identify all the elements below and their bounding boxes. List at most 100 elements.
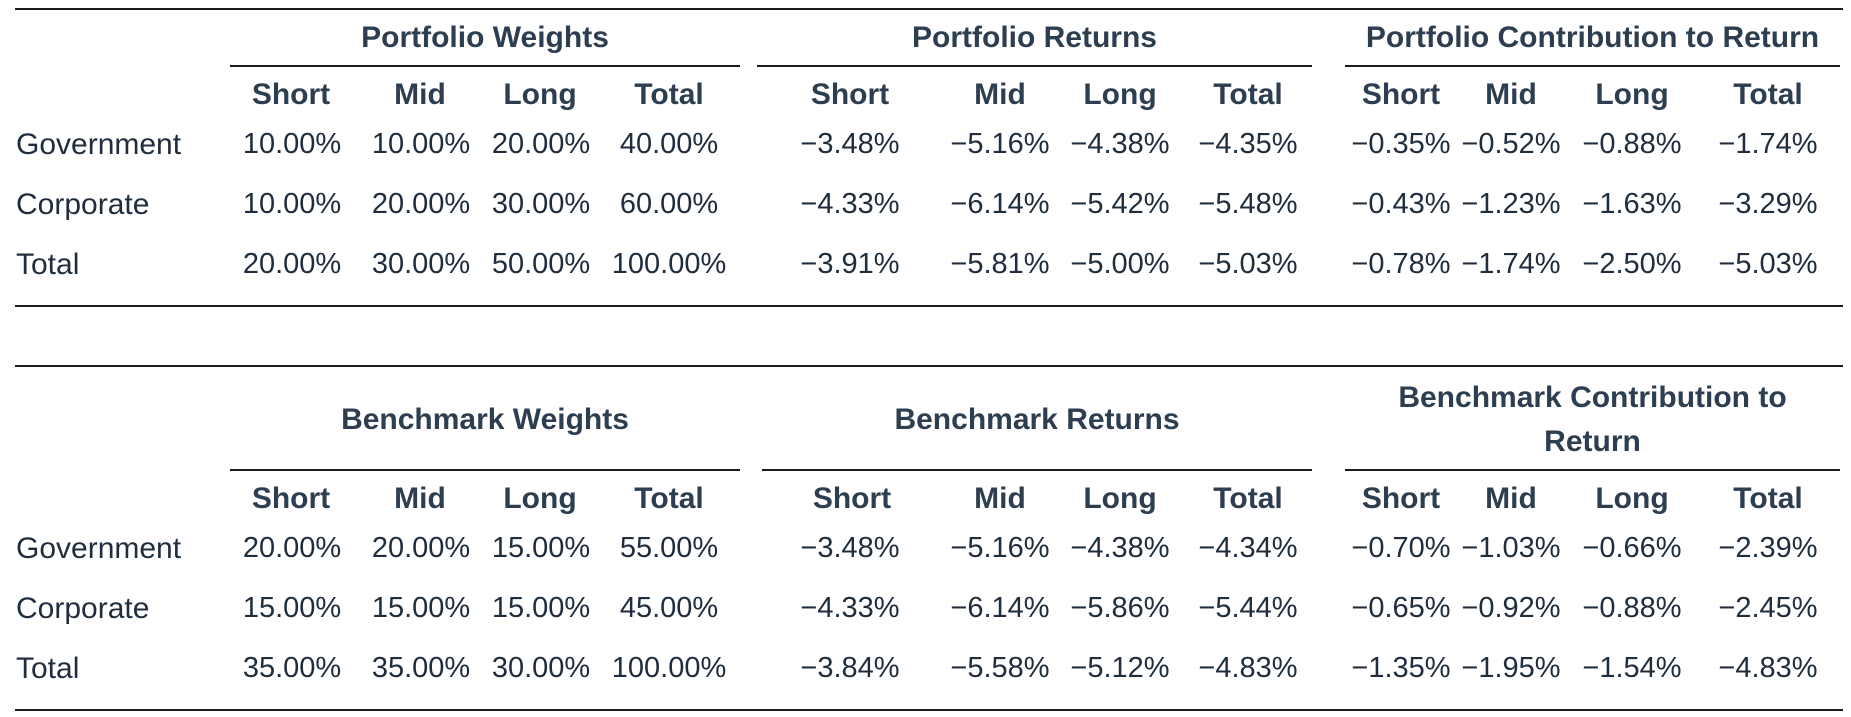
bottom-rule — [15, 305, 1843, 307]
table-cell: −1.03% — [1461, 532, 1561, 564]
table-cell: −5.44% — [1198, 592, 1298, 624]
top-rule — [15, 365, 1843, 367]
col-header-short: Short — [1361, 78, 1441, 111]
col-header-long: Long — [503, 78, 577, 111]
group-underline — [757, 65, 1312, 67]
table-cell: −5.03% — [1198, 248, 1298, 280]
table-cell: −2.50% — [1582, 248, 1682, 280]
col-header-mid: Mid — [1485, 482, 1537, 515]
table-cell: −4.38% — [1070, 128, 1170, 160]
table-cell: −5.81% — [950, 248, 1050, 280]
table-cell: −0.70% — [1351, 532, 1451, 564]
table-cell: −5.03% — [1718, 248, 1818, 280]
table-cell: −4.33% — [800, 188, 900, 220]
group-header-benchmark-weights: Benchmark Weights — [341, 403, 629, 436]
table-cell: 15.00% — [242, 592, 342, 624]
group-header-portfolio-contribution: Portfolio Contribution to Return — [1365, 21, 1820, 54]
table-cell: −0.88% — [1582, 128, 1682, 160]
table-cell: −6.14% — [950, 188, 1050, 220]
col-header-short: Short — [251, 482, 331, 515]
table-cell: −5.42% — [1070, 188, 1170, 220]
bottom-rule — [15, 709, 1843, 711]
table-cell: 50.00% — [491, 248, 591, 280]
table-cell: −1.35% — [1351, 652, 1451, 684]
table-cell: 40.00% — [619, 128, 719, 160]
table-cell: 15.00% — [491, 592, 591, 624]
table-cell: 100.00% — [611, 248, 727, 280]
col-header-total: Total — [634, 482, 704, 515]
row-label-total: Total — [16, 248, 80, 281]
table-cell: −4.83% — [1718, 652, 1818, 684]
col-header-long: Long — [1595, 78, 1669, 111]
col-header-mid: Mid — [974, 78, 1026, 111]
table-cell: 60.00% — [619, 188, 719, 220]
table-cell: −1.23% — [1461, 188, 1561, 220]
table-cell: −5.16% — [950, 128, 1050, 160]
table-cell: −4.83% — [1198, 652, 1298, 684]
table-cell: −0.35% — [1351, 128, 1451, 160]
col-header-long: Long — [503, 482, 577, 515]
col-header-long: Long — [1083, 78, 1157, 111]
col-header-short: Short — [810, 78, 890, 111]
table-cell: −0.43% — [1351, 188, 1451, 220]
col-header-mid: Mid — [1485, 78, 1537, 111]
col-header-mid: Mid — [394, 78, 446, 111]
table-cell: 35.00% — [242, 652, 342, 684]
col-header-short: Short — [812, 482, 892, 515]
group-underline — [1345, 469, 1840, 471]
table-cell: −6.14% — [950, 592, 1050, 624]
table-cell: −4.34% — [1198, 532, 1298, 564]
table-cell: 45.00% — [619, 592, 719, 624]
row-label-corporate: Corporate — [16, 592, 150, 625]
col-header-total: Total — [1733, 78, 1803, 111]
group-header-benchmark-contribution-line2: Return — [1544, 425, 1641, 458]
col-header-mid: Mid — [394, 482, 446, 515]
table-cell: 30.00% — [491, 652, 591, 684]
table-cell: −0.66% — [1582, 532, 1682, 564]
table-cell: 10.00% — [242, 188, 342, 220]
group-underline — [230, 469, 740, 471]
group-header-benchmark-contribution: Benchmark Contribution to — [1398, 381, 1787, 414]
row-label-government: Government — [16, 532, 182, 565]
table-cell: 20.00% — [242, 248, 342, 280]
group-header-benchmark-returns: Benchmark Returns — [894, 403, 1180, 436]
table-cell: 30.00% — [371, 248, 471, 280]
table-cell: −3.84% — [800, 652, 900, 684]
group-underline — [762, 469, 1312, 471]
table-cell: 15.00% — [371, 592, 471, 624]
col-header-long: Long — [1083, 482, 1157, 515]
table-cell: 30.00% — [491, 188, 591, 220]
table-cell: −4.35% — [1198, 128, 1298, 160]
group-underline — [230, 65, 740, 67]
table-cell: 20.00% — [371, 532, 471, 564]
table-cell: −0.65% — [1351, 592, 1451, 624]
col-header-total: Total — [1213, 78, 1283, 111]
col-header-short: Short — [1361, 482, 1441, 515]
group-underline — [1345, 65, 1840, 67]
table-cell: −0.78% — [1351, 248, 1451, 280]
table-cell: −5.58% — [950, 652, 1050, 684]
table-cell: −0.88% — [1582, 592, 1682, 624]
table-cell: −5.48% — [1198, 188, 1298, 220]
table-cell: 10.00% — [242, 128, 342, 160]
row-label-total: Total — [16, 652, 80, 685]
table-cell: 35.00% — [371, 652, 471, 684]
table-cell: 100.00% — [611, 652, 727, 684]
table-cell: −5.00% — [1070, 248, 1170, 280]
table-cell: −0.92% — [1461, 592, 1561, 624]
row-label-corporate: Corporate — [16, 188, 150, 221]
table-cell: 55.00% — [619, 532, 719, 564]
table-cell: 20.00% — [242, 532, 342, 564]
table-cell: −1.74% — [1718, 128, 1818, 160]
col-header-total: Total — [1213, 482, 1283, 515]
table-cell: 20.00% — [491, 128, 591, 160]
col-header-total: Total — [1733, 482, 1803, 515]
top-rule — [15, 8, 1843, 10]
col-header-short: Short — [251, 78, 331, 111]
table-cell: −3.29% — [1718, 188, 1818, 220]
table-cell: −4.33% — [800, 592, 900, 624]
table-cell: −4.38% — [1070, 532, 1170, 564]
col-header-total: Total — [634, 78, 704, 111]
table-cell: −0.52% — [1461, 128, 1561, 160]
table-cell: −2.45% — [1718, 592, 1818, 624]
